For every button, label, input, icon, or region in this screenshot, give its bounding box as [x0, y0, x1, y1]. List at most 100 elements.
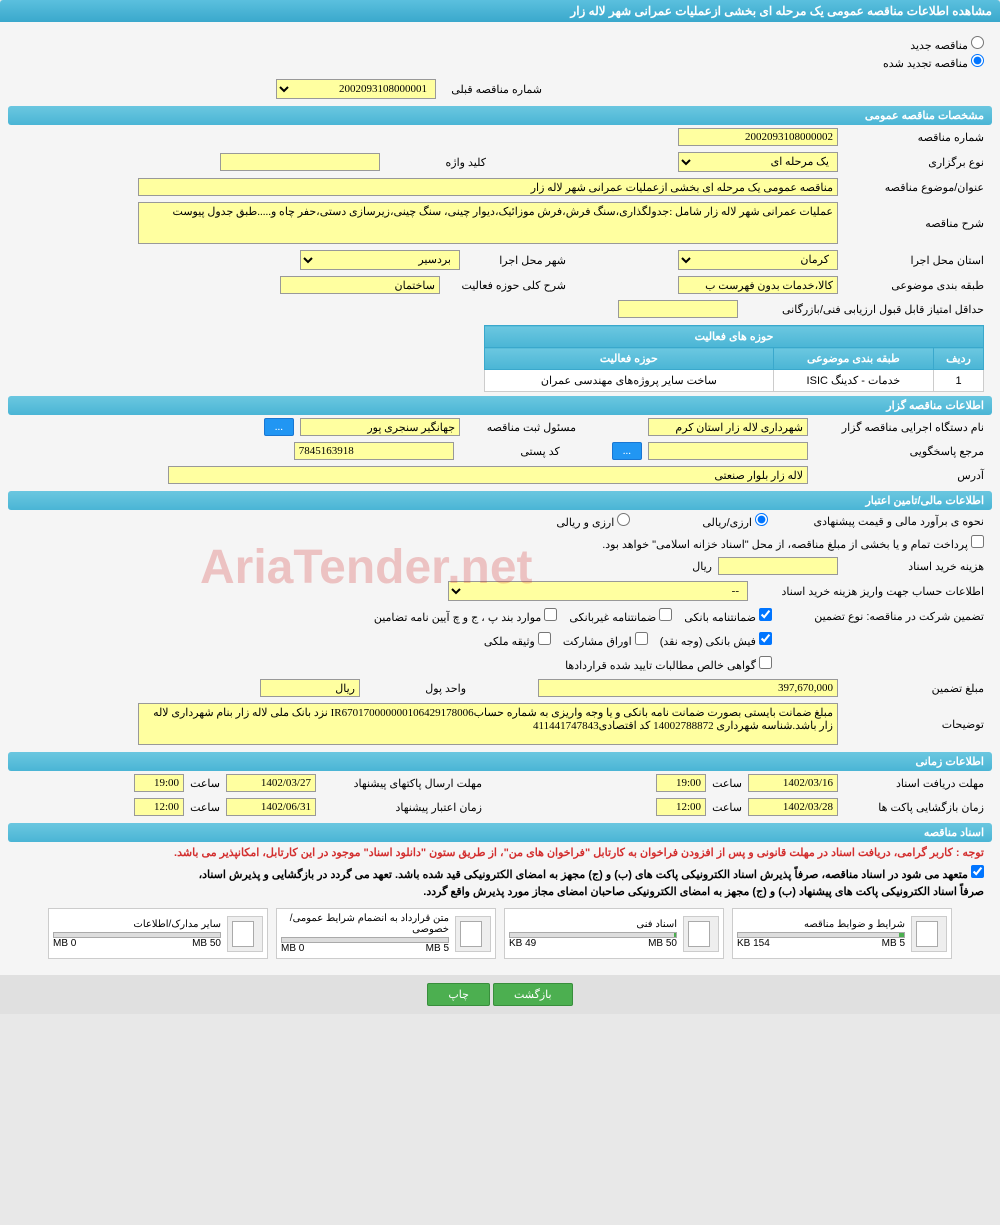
estimate-opt2[interactable]: ارزی و ریالی [556, 513, 630, 529]
chk-nonbank-guarantee[interactable]: ضمانتنامه غیربانکی [569, 608, 672, 624]
radio-renewed-label: مناقصه تجدید شده [883, 58, 968, 70]
address-input[interactable] [168, 466, 808, 484]
doc-deadline-time[interactable] [656, 774, 706, 792]
doc-title: متن قرارداد به انضمام شرایط عمومی/خصوصی [281, 913, 449, 935]
folder-icon [455, 916, 491, 952]
title-input[interactable] [138, 178, 838, 196]
guarantee-type-label: تضمین شرکت در مناقصه: نوع تضمین [784, 610, 984, 623]
doc-grid: شرایط و ضوابط مناقصه 5 MB154 KB اسناد فن… [8, 900, 992, 967]
back-button[interactable]: بازگشت [493, 983, 573, 1006]
doc-deadline-date[interactable] [748, 774, 838, 792]
footer: بازگشت چاپ [0, 975, 1000, 1014]
activity-scope-input[interactable] [280, 276, 440, 294]
doc-deadline-label: مهلت دریافت اسناد [844, 777, 984, 790]
estimate-opt1[interactable]: ارزی/ریالی [702, 513, 768, 529]
commit-checkbox[interactable] [971, 865, 984, 878]
opening-time[interactable] [656, 798, 706, 816]
holding-type-select[interactable]: یک مرحله ای [678, 152, 838, 172]
folder-icon [911, 916, 947, 952]
notes-label: توضیحات [844, 718, 984, 731]
doc-card-3[interactable]: سایر مدارک/اطلاعات 50 MB0 MB [48, 908, 268, 959]
category-input[interactable] [678, 276, 838, 294]
doc-cost-input[interactable] [718, 557, 838, 575]
estimate-label: نحوه ی برآورد مالی و قیمت پیشنهادی [774, 515, 984, 528]
chk-bank-receipt[interactable]: فیش بانکی (وجه نقد) [660, 632, 772, 648]
row-scope: ساخت سایر پروژه‌های مهندسی عمران [485, 370, 774, 392]
black-note-1: متعهد می شود در اسناد مناقصه، صرفاً پذیر… [8, 863, 992, 883]
min-score-input[interactable] [618, 300, 738, 318]
radio-new-input[interactable] [971, 36, 984, 49]
folder-icon [227, 916, 263, 952]
responder-input[interactable] [648, 442, 808, 460]
doc-title: اسناد فنی [509, 919, 677, 930]
currency-label: واحد پول [366, 682, 466, 695]
doc-card-0[interactable]: شرایط و ضوابط مناقصه 5 MB154 KB [732, 908, 952, 959]
tender-type-radios: مناقصه جدید مناقصه تجدید شده [8, 30, 992, 76]
doc-card-2[interactable]: متن قرارداد به انضمام شرایط عمومی/خصوصی … [276, 908, 496, 959]
validity-date[interactable] [226, 798, 316, 816]
doc-card-1[interactable]: اسناد فنی 50 MB49 KB [504, 908, 724, 959]
responder-label: مرجع پاسخگویی [814, 445, 984, 458]
activity-table-title: حوزه های فعالیت [485, 326, 984, 348]
proposal-deadline-date[interactable] [226, 774, 316, 792]
red-note: توجه : کاربر گرامی، دریافت اسناد در مهلت… [8, 842, 992, 863]
account-info-select[interactable]: -- [448, 581, 748, 601]
section-docs-header: اسناد مناقصه [8, 823, 992, 842]
chk-securities[interactable]: اوراق مشارکت [563, 632, 648, 648]
black-note-2: صرفاً اسناد الکترونیکی پاکت های پیشنهاد … [8, 883, 992, 900]
time-label-3: ساعت [190, 777, 220, 790]
radio-new-label: مناقصه جدید [910, 40, 968, 52]
section-financial-header: اطلاعات مالی/تامین اعتبار [8, 491, 992, 510]
validity-time[interactable] [134, 798, 184, 816]
table-row: 1 خدمات - کدینگ ISIC ساخت سایر پروژه‌های… [485, 370, 984, 392]
chk-bank-guarantee[interactable]: ضمانتنامه بانکی [684, 608, 772, 624]
province-label: استان محل اجرا [844, 254, 984, 267]
opening-label: زمان بازگشایی پاکت ها [844, 801, 984, 814]
activity-table: حوزه های فعالیت ردیف طبقه بندی موضوعی حو… [484, 325, 984, 392]
postal-input[interactable] [294, 442, 454, 460]
province-select[interactable]: کرمان [678, 250, 838, 270]
category-label: طبقه بندی موضوعی [844, 279, 984, 292]
address-label: آدرس [814, 469, 984, 482]
org-label: نام دستگاه اجرایی مناقصه گزار [814, 421, 984, 434]
chk-cases[interactable]: موارد بند پ ، ج و چ آیین نامه تضامین [374, 608, 558, 624]
city-label: شهر محل اجرا [466, 254, 566, 267]
prev-number-label: شماره مناقصه قبلی [442, 83, 542, 96]
tender-number-label: شماره مناقصه [844, 131, 984, 144]
prev-number-select[interactable]: 2002093108000001 [276, 79, 436, 99]
print-button[interactable]: چاپ [427, 983, 490, 1006]
col-scope: حوزه فعالیت [485, 348, 774, 370]
notes-textarea[interactable]: مبلغ ضمانت بایستی بصورت ضمانت نامه بانکی… [138, 703, 838, 745]
folder-icon [683, 916, 719, 952]
proposal-deadline-time[interactable] [134, 774, 184, 792]
org-input[interactable] [648, 418, 808, 436]
desc-textarea[interactable]: عملیات عمرانی شهر لاله زار شامل :جدولگذا… [138, 202, 838, 244]
rial-label: ریال [692, 560, 712, 573]
chk-certificate[interactable]: گواهی خالص مطالبات تایید شده قراردادها [565, 656, 772, 672]
radio-new[interactable]: مناقصه جدید [16, 36, 984, 52]
treasury-checkbox[interactable]: پرداخت تمام و یا بخشی از مبلغ مناقصه، از… [602, 535, 984, 551]
guarantee-amount-label: مبلغ تضمین [844, 682, 984, 695]
responder-more-button[interactable]: ... [612, 442, 642, 460]
activity-scope-label: شرح کلی حوزه فعالیت [446, 279, 566, 292]
treasury-note: پرداخت تمام و یا بخشی از مبلغ مناقصه، از… [602, 539, 968, 551]
responsible-input[interactable] [300, 418, 460, 436]
section-issuer-header: اطلاعات مناقصه گزار [8, 396, 992, 415]
tender-number-input[interactable] [678, 128, 838, 146]
time-label-1: ساعت [712, 777, 742, 790]
chk-property[interactable]: وثیقه ملکی [484, 632, 551, 648]
currency-input[interactable] [260, 679, 360, 697]
keyword-input[interactable] [220, 153, 380, 171]
col-row: ردیف [934, 348, 984, 370]
opening-date[interactable] [748, 798, 838, 816]
radio-renewed-input[interactable] [971, 54, 984, 67]
desc-label: شرح مناقصه [844, 217, 984, 230]
radio-renewed[interactable]: مناقصه تجدید شده [16, 54, 984, 70]
page-title: مشاهده اطلاعات مناقصه عمومی یک مرحله ای … [0, 0, 1000, 22]
responsible-label: مسئول ثبت مناقصه [466, 421, 576, 434]
responsible-more-button[interactable]: ... [264, 418, 294, 436]
guarantee-amount-input[interactable] [538, 679, 838, 697]
account-info-label: اطلاعات حساب جهت واریز هزینه خرید اسناد [754, 585, 984, 598]
row-cat: خدمات - کدینگ ISIC [773, 370, 933, 392]
city-select[interactable]: بردسیر [300, 250, 460, 270]
